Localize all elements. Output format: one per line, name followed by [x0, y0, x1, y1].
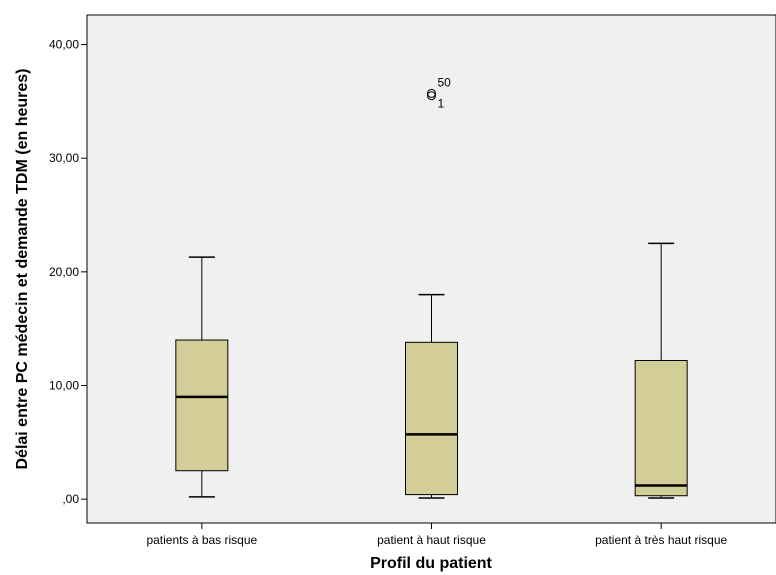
- outlier-point: [427, 88, 436, 98]
- y-tick-label: 40,00: [49, 38, 79, 52]
- y-axis-title: Délai entre PC médecin et demande TDM (e…: [14, 69, 31, 470]
- x-axis: patients à bas risque patient à haut risq…: [146, 523, 728, 547]
- y-axis: ,00 10,00 20,00 30,00 40,00: [49, 38, 87, 506]
- box-group: [175, 256, 229, 498]
- y-tick-label: 30,00: [49, 151, 79, 165]
- outlier-point: [427, 91, 436, 101]
- outlier-label: 50: [438, 75, 452, 89]
- y-tick-label: 10,00: [49, 378, 79, 392]
- x-tick-label: patient à très haut risque: [595, 533, 727, 547]
- box-group: 50 1: [405, 75, 458, 499]
- x-axis-title: Profil du patient: [370, 555, 492, 572]
- iqr-box: [175, 339, 229, 472]
- iqr-box: [405, 341, 458, 496]
- box-group: [634, 242, 688, 499]
- box-series: 50 1: [175, 75, 688, 499]
- x-tick-label: patient à haut risque: [377, 533, 486, 547]
- y-tick-label: 20,00: [49, 265, 79, 279]
- iqr-box: [634, 359, 688, 497]
- y-tick-label: ,00: [62, 492, 79, 506]
- x-tick-label: patients à bas risque: [146, 533, 257, 547]
- outlier-label: 1: [438, 97, 445, 111]
